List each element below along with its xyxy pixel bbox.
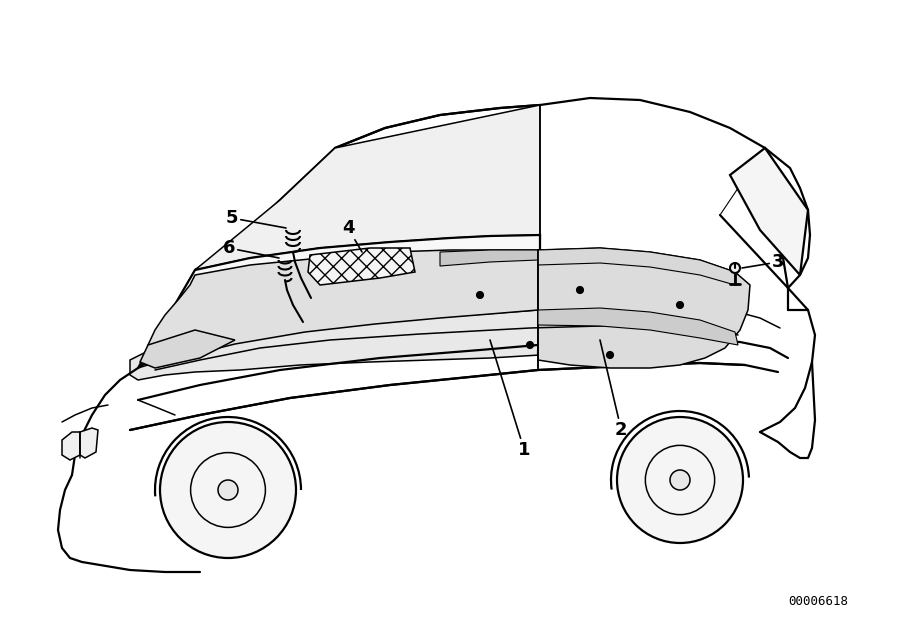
Circle shape <box>577 286 583 293</box>
Circle shape <box>191 453 266 528</box>
Polygon shape <box>308 248 415 285</box>
Text: 2: 2 <box>600 340 627 439</box>
Text: 00006618: 00006618 <box>788 595 848 608</box>
Circle shape <box>476 291 483 298</box>
Polygon shape <box>80 428 98 458</box>
Circle shape <box>645 445 715 514</box>
Circle shape <box>160 422 296 558</box>
Text: 6: 6 <box>222 239 279 258</box>
Polygon shape <box>130 235 540 380</box>
Polygon shape <box>138 235 540 368</box>
Text: 1: 1 <box>490 340 530 459</box>
Circle shape <box>218 480 238 500</box>
Circle shape <box>617 417 743 543</box>
Polygon shape <box>62 432 80 460</box>
Circle shape <box>526 342 534 349</box>
Circle shape <box>607 352 614 359</box>
Polygon shape <box>148 250 538 362</box>
Polygon shape <box>538 248 735 285</box>
Polygon shape <box>195 105 540 270</box>
Circle shape <box>670 470 690 490</box>
Text: 3: 3 <box>742 253 785 271</box>
Circle shape <box>677 302 683 309</box>
Polygon shape <box>730 148 808 275</box>
Polygon shape <box>140 330 235 368</box>
Polygon shape <box>538 308 738 345</box>
Polygon shape <box>440 250 538 266</box>
Text: 5: 5 <box>226 209 286 228</box>
Text: 4: 4 <box>342 219 362 252</box>
Circle shape <box>730 263 740 273</box>
Polygon shape <box>538 248 750 368</box>
